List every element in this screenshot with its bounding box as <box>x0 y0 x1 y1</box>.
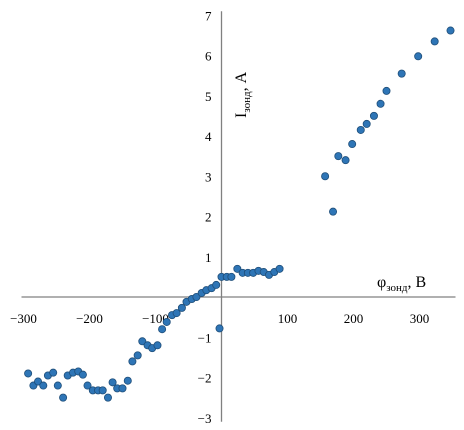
data-point <box>414 52 423 61</box>
data-point <box>233 264 242 273</box>
data-point <box>162 317 171 326</box>
data-point <box>49 368 58 377</box>
y-axis-title-main: I <box>233 113 250 118</box>
data-point <box>83 381 92 390</box>
data-point <box>334 152 343 161</box>
data-point <box>430 37 439 46</box>
data-point <box>34 377 43 386</box>
x-tick-label: −200 <box>76 311 103 326</box>
x-tick-label: −300 <box>10 311 37 326</box>
data-point <box>321 172 330 181</box>
data-point <box>369 111 378 120</box>
data-point <box>138 337 147 346</box>
x-axis-title-subscript: зонд <box>386 282 408 294</box>
data-point <box>133 351 142 360</box>
x-axis-title-unit: , В <box>408 274 427 291</box>
data-point <box>118 384 127 393</box>
y-tick-labels: −3 −2 −1 1 2 3 4 5 6 7 <box>198 8 212 426</box>
y-tick-label: 6 <box>205 49 212 64</box>
x-tick-label: −100 <box>142 311 169 326</box>
data-point <box>356 125 365 134</box>
y-tick-label: 4 <box>205 129 212 144</box>
data-point <box>158 325 167 334</box>
data-point <box>53 381 62 390</box>
y-axis-title: Iзонд, А <box>233 71 253 118</box>
data-point <box>397 69 406 78</box>
data-point <box>172 309 181 318</box>
data-point <box>215 324 224 333</box>
data-point <box>382 86 391 95</box>
y-axis-title-unit: , А <box>233 71 250 91</box>
data-point <box>123 376 132 385</box>
y-tick-label: 2 <box>205 210 212 225</box>
y-tick-label: −2 <box>198 371 212 386</box>
x-tick-label: 300 <box>410 311 430 326</box>
y-tick-label: 5 <box>205 89 212 104</box>
x-axis-title: φзонд, В <box>377 274 426 294</box>
x-tick-label: 100 <box>278 311 298 326</box>
data-point <box>59 393 68 402</box>
y-tick-label: 3 <box>205 169 212 184</box>
y-tick-label: 1 <box>205 250 212 265</box>
x-axis-title-main: φ <box>377 274 386 291</box>
data-point <box>275 264 284 273</box>
data-point <box>227 272 236 281</box>
y-tick-label: −1 <box>198 330 212 345</box>
data-point <box>192 292 201 301</box>
data-point <box>153 341 162 350</box>
x-tick-labels: −300 −200 −100 100 200 300 <box>10 311 429 326</box>
data-point <box>177 303 186 312</box>
data-point <box>128 357 137 366</box>
data-point <box>341 156 350 165</box>
data-point <box>108 378 117 387</box>
data-point <box>329 207 338 216</box>
data-point <box>98 386 107 395</box>
data-point <box>78 370 87 379</box>
data-point <box>348 140 357 149</box>
data-point <box>212 280 221 289</box>
y-tick-label: 7 <box>205 8 212 23</box>
data-point <box>24 369 33 378</box>
data-point <box>39 381 48 390</box>
data-point <box>362 119 371 128</box>
y-axis-title-subscript: зонд <box>241 91 253 113</box>
y-tick-label: −3 <box>198 411 212 426</box>
data-point <box>446 26 455 35</box>
data-points <box>24 26 455 402</box>
axes <box>21 11 456 422</box>
data-point <box>376 99 385 108</box>
x-tick-label: 200 <box>344 311 364 326</box>
data-point <box>103 393 112 402</box>
